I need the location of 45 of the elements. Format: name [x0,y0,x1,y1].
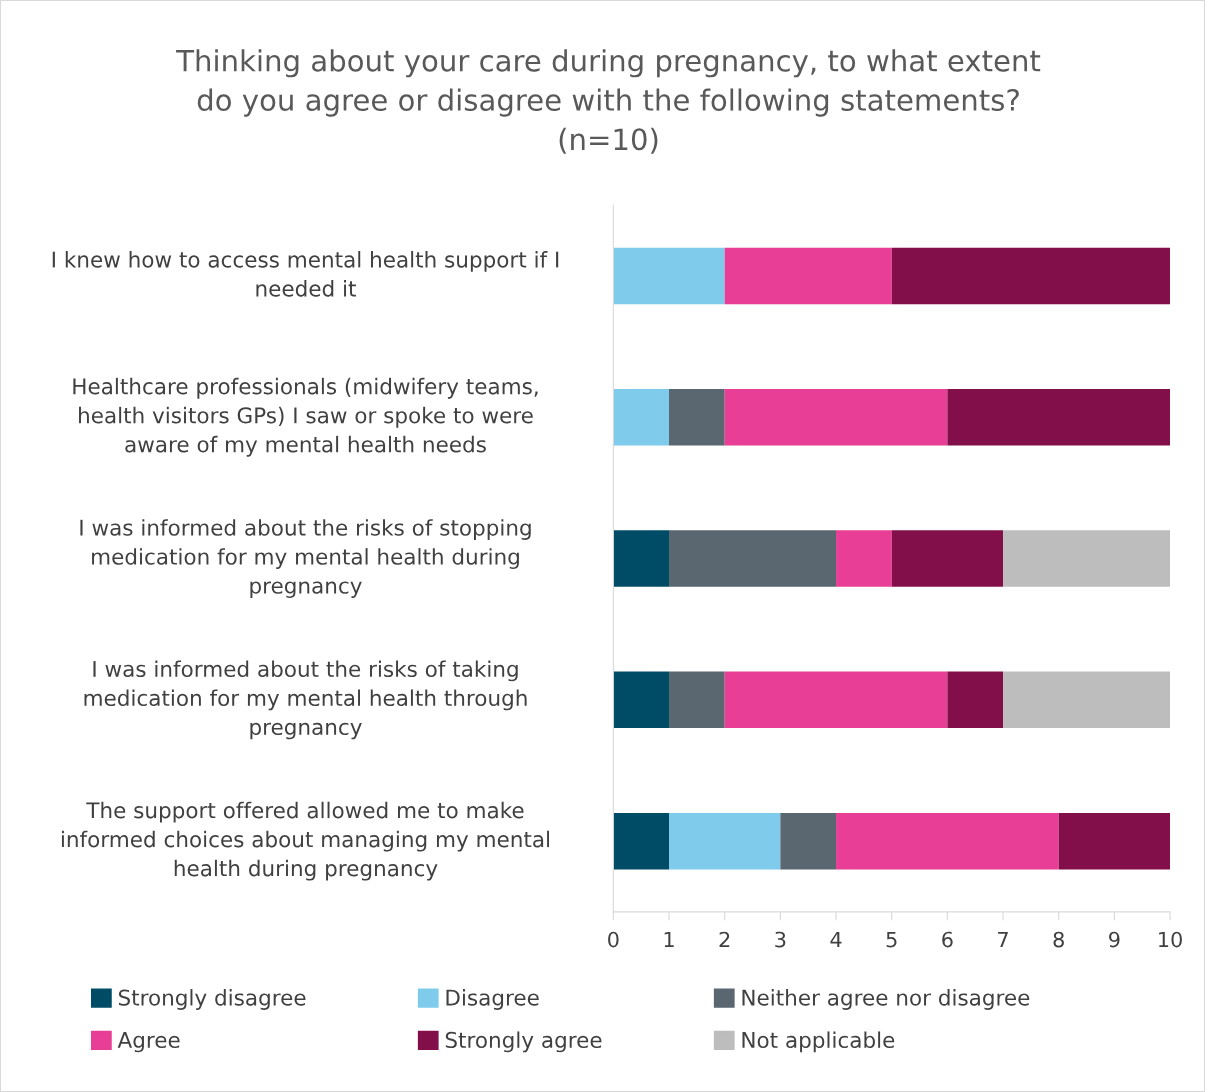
bar [724,247,892,305]
x-tick-label: 10 [1159,931,1182,948]
x-tick-label: 4 [830,931,842,948]
bar [613,388,670,446]
bar [1058,812,1171,870]
x-tick-label: 3 [775,931,786,948]
x-tick-label: 2 [719,931,730,948]
bar [891,530,1004,587]
bar [724,671,948,729]
legend-label: Disagree [446,989,539,1010]
bar [669,530,837,587]
bar [947,388,1171,446]
bar [613,530,670,587]
y-tick-label: Healthcare professionals (midwifery teams, health visitors GPs) I saw or spoke to were aware of my mental health needs [73,377,538,457]
y-tick-label: I knew how to access mental health support if I needed it [52,251,559,297]
bar [724,388,948,446]
x-tick-label: 5 [886,931,897,948]
bar [1003,671,1171,729]
bar [836,530,892,587]
y-tick-label: The support offered allowed me to make informed choices about managing my mental health during pregnancy [61,801,550,881]
bar [1003,530,1171,587]
x-tick-label: 1 [664,931,674,948]
x-tick-label: 6 [942,931,953,948]
x-tick-label: 7 [998,931,1008,948]
legend-label: Strongly agree [445,1031,602,1053]
bar [891,247,1171,305]
x-tick-label: 9 [1109,931,1120,948]
bar [669,388,725,446]
bar [947,671,1004,729]
bar [613,671,670,729]
x-tick-label: 8 [1053,931,1064,948]
y-tick-label: I was informed about the risks of taking medication for my mental health through pregnancy [84,660,527,740]
legend-label: Neither agree nor disagree [742,989,1030,1010]
bar [836,812,1059,870]
bar [669,671,725,729]
bar [669,812,781,870]
chart-title: Thinking about your care during pregnancy, to what extent do you agree or disagree with the following statements? (n=10) [176,49,1041,154]
bar [780,812,837,870]
legend-label: Strongly disagree [118,989,306,1010]
y-tick-label: I was informed about the risks of stopping medication for my mental health during pregnancy [80,519,531,598]
bar [613,247,725,305]
legend-label: Not applicable [742,1031,895,1053]
x-tick-label: 0 [608,931,619,948]
legend-label: Agree [117,1032,180,1053]
bar [613,812,670,870]
